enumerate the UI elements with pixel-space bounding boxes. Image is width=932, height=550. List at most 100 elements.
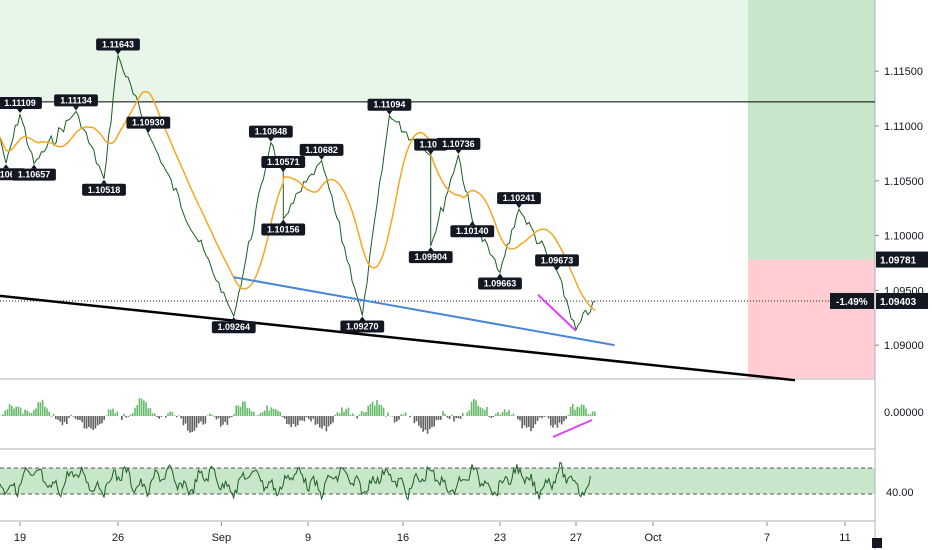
histogram-bar [369,404,372,416]
peak-label-pointer [497,273,503,278]
peak-label: 1.10571 [261,156,306,173]
peak-label-pointer [267,137,274,142]
histogram-bar [231,416,233,417]
histogram-bar [22,413,24,416]
peak-label-text: 1.10571 [267,157,300,167]
peak-label-text: 1.10241 [503,193,536,203]
histogram-bar [589,414,592,416]
peak-label-text: 1.10848 [255,127,288,137]
histogram-bar [347,407,350,416]
peak-label-box [12,168,56,181]
histogram-bar [286,416,288,424]
histogram-bar [490,416,493,419]
histogram-bar [358,414,361,416]
histogram-bar [189,416,191,433]
histogram-bar [462,412,464,416]
histogram-bar [8,403,11,416]
histogram-bar [393,416,396,423]
axes: 1.115001.110001.105001.100001.095001.090… [14,66,928,548]
histogram-bar [404,412,407,416]
histogram-bar [495,413,497,416]
peak-label-pointer [31,164,37,169]
histogram-bar [446,416,449,418]
histogram-bar [517,416,519,420]
histogram-bar [523,416,526,426]
histogram-bar [239,406,242,416]
peak-label: 1.10848 [248,125,293,142]
peak-label-text: 1.107 [419,140,442,150]
histogram-bar [585,408,587,416]
peak-label-text: 1.11643 [102,40,134,50]
peak-label: 1.10682 [299,143,344,160]
histogram-bar [521,416,523,429]
zones [0,0,876,550]
histogram-bar [488,416,490,417]
histogram-bar [138,398,141,416]
histogram-bar [569,406,572,416]
histogram-bar [129,414,132,416]
peak-label-pointer [115,50,121,55]
histogram-bar [378,404,380,416]
histogram-bar [182,416,185,426]
histogram-bar [237,405,240,416]
histogram-bar [57,416,59,420]
histogram-bar [28,412,31,416]
histogram-bar [171,412,174,416]
peak-label-pointer [554,266,560,271]
divergence-histogram-line [552,419,593,438]
histogram-bar [534,416,537,425]
peak-label: 1.10518 [82,179,126,196]
histogram-bar [211,414,213,416]
histogram-bar [457,416,460,419]
histogram-bar [587,414,589,416]
histogram-bar [244,401,246,416]
peak-label-text: 1.09673 [541,255,574,265]
histogram-bar [222,416,224,425]
histogram-bar [165,416,167,418]
histogram-bar [264,410,266,416]
peak-label: 1.10930 [126,116,171,133]
histogram-bar [242,401,244,416]
peak-label-text: 1.09904 [414,252,447,262]
histogram-bar [123,413,125,416]
histogram-bar [426,416,429,434]
histogram-bar [591,411,594,416]
histogram-bar [294,416,297,427]
peak-label-text: 1.10156 [267,224,300,234]
histogram-bar [338,413,341,416]
histogram-bar [277,410,279,416]
histogram-bar [508,409,510,416]
peak-label-text: 1.10140 [456,226,489,236]
peak-label: 1.11643 [96,38,140,55]
histogram-bar [169,411,171,416]
y-tick-label: 1.10000 [884,231,924,243]
histogram-bar [512,413,515,416]
peak-label-text: 1.10682 [305,145,338,155]
y-tick-label: 1.11000 [884,121,923,133]
change-label-text: -1.49% [836,297,868,308]
histogram-bar [140,398,143,416]
histogram-bar [226,416,229,425]
x-tick-label: Oct [644,532,661,544]
histogram-bar [574,409,576,416]
histogram-bar [279,411,281,416]
histogram-bar [442,411,444,416]
peak-label-box [248,125,293,138]
histogram-bar [112,408,114,416]
histogram-bar [220,416,222,427]
histogram-bar [349,414,352,416]
histogram-bar [501,412,504,416]
peak-label-box [535,254,579,267]
histogram-bar [37,402,39,416]
histogram-bar [147,408,149,416]
peak-label: 1.11109 [0,97,42,114]
histogram-bar [30,413,33,416]
x-tick-label: 27 [570,532,582,544]
target-price-tag-text: 1.09781 [880,256,917,267]
histogram-bar [4,410,6,416]
oscillator-panel [0,461,591,501]
histogram-bar [356,416,358,419]
settings-icon [872,538,882,548]
peak-label-pointer [101,179,107,184]
